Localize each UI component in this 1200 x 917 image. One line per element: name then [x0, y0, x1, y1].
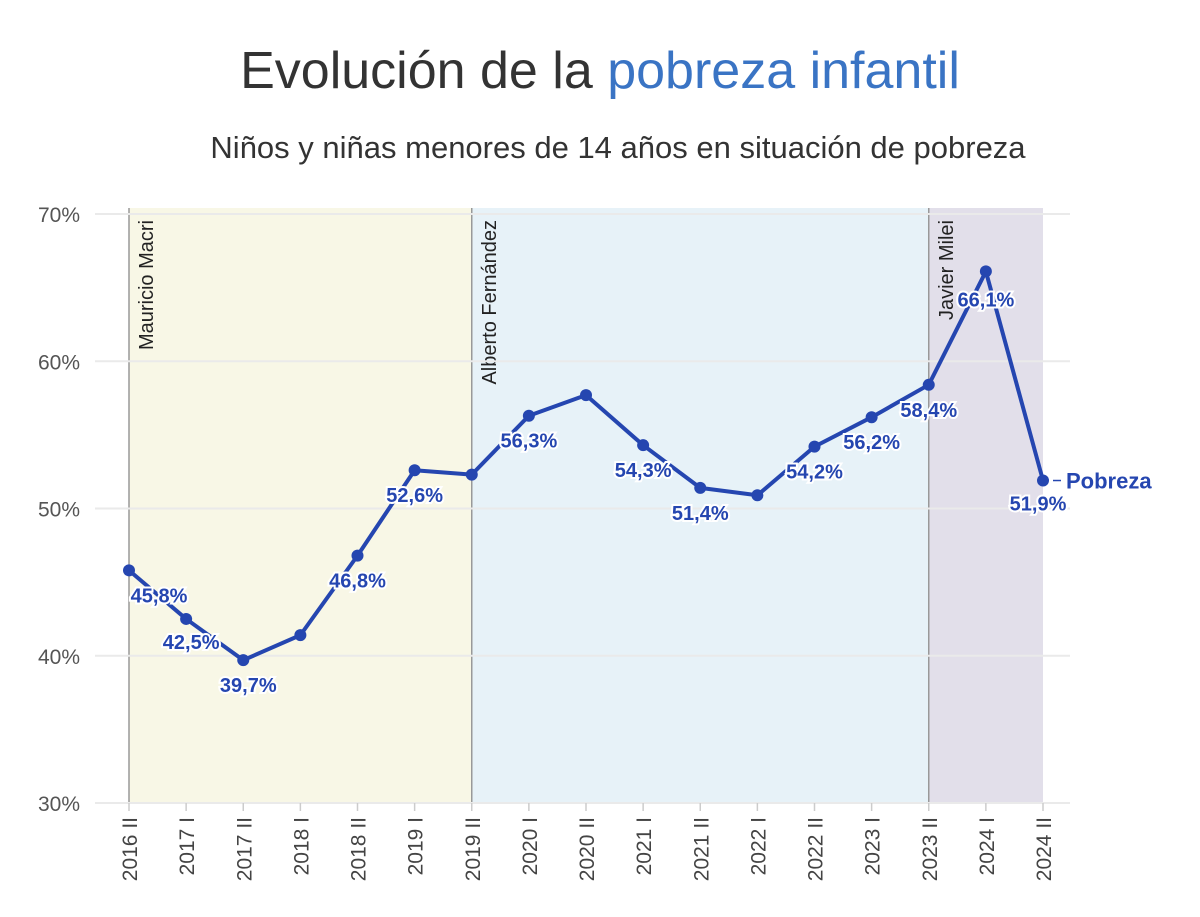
y-tick-label: 60% — [38, 351, 80, 374]
data-label: 58,4% — [900, 400, 957, 422]
x-tick-label: 2017 II — [233, 817, 256, 881]
data-point — [922, 378, 935, 391]
data-point — [180, 612, 193, 625]
data-point — [351, 549, 364, 562]
chart-title: Evolución de la pobreza infantil — [240, 42, 960, 100]
x-tick-label: 2019 II — [462, 817, 485, 881]
title-part2: pobreza infantil — [607, 42, 960, 100]
data-label: 45,8% — [131, 585, 188, 607]
y-tick-label: 40% — [38, 646, 80, 669]
data-label: 46,8% — [329, 571, 386, 593]
x-tick-label: 2016 II — [119, 817, 142, 881]
data-point — [1037, 474, 1049, 487]
period-band — [928, 208, 1043, 803]
data-label: 66,1% — [958, 289, 1015, 311]
data-point — [522, 409, 535, 422]
x-tick-label: 2022 I — [747, 817, 770, 875]
data-label: 39,7% — [220, 675, 277, 697]
period-band — [129, 208, 472, 803]
data-label: 56,2% — [843, 432, 900, 454]
x-tick-label: 2021 I — [633, 817, 656, 875]
data-point — [408, 464, 421, 477]
data-label: 54,3% — [615, 460, 672, 482]
data-point — [237, 654, 250, 667]
x-tick-label: 2020 II — [576, 817, 599, 881]
period-label: Mauricio Macri — [136, 220, 158, 350]
data-point — [979, 265, 992, 278]
data-point — [465, 468, 478, 481]
x-tick-label: 2018 I — [290, 817, 313, 875]
data-point — [637, 439, 650, 452]
x-tick-label: 2021 II — [690, 817, 713, 881]
data-label: 51,4% — [672, 503, 729, 525]
title-part1: Evolución de la — [240, 42, 607, 100]
data-label: 56,3% — [501, 431, 558, 453]
x-tick-label: 2024 II — [1033, 817, 1056, 881]
x-tick-label: 2019 I — [405, 817, 428, 875]
data-point — [751, 489, 764, 502]
series-name-label: Pobreza — [1066, 469, 1152, 494]
x-tick-label: 2017 I — [176, 817, 199, 875]
y-tick-label: 70% — [38, 204, 80, 227]
y-tick-label: 50% — [38, 499, 80, 522]
x-tick-label: 2024 I — [976, 817, 999, 875]
x-tick-label: 2018 II — [348, 817, 371, 881]
data-point — [808, 440, 821, 453]
data-point — [294, 629, 307, 642]
x-tick-label: 2023 I — [862, 817, 885, 875]
data-label: 51,9% — [1010, 494, 1067, 516]
x-tick-label: 2020 I — [519, 817, 542, 875]
data-label: 42,5% — [163, 632, 220, 654]
data-point — [694, 481, 707, 494]
chart-subtitle: Niños y niñas menores de 14 años en situ… — [210, 130, 1026, 165]
x-tick-label: 2023 II — [919, 817, 942, 881]
x-tick-label: 2022 II — [805, 817, 828, 881]
period-label: Javier Milei — [936, 220, 958, 320]
data-label: 54,2% — [786, 462, 843, 484]
data-point — [865, 411, 878, 424]
data-label: 52,6% — [386, 485, 443, 507]
y-tick-label: 30% — [38, 793, 80, 816]
period-label: Alberto Fernández — [479, 220, 501, 385]
data-point — [123, 564, 135, 577]
period-band — [471, 208, 929, 803]
data-point — [580, 389, 592, 402]
